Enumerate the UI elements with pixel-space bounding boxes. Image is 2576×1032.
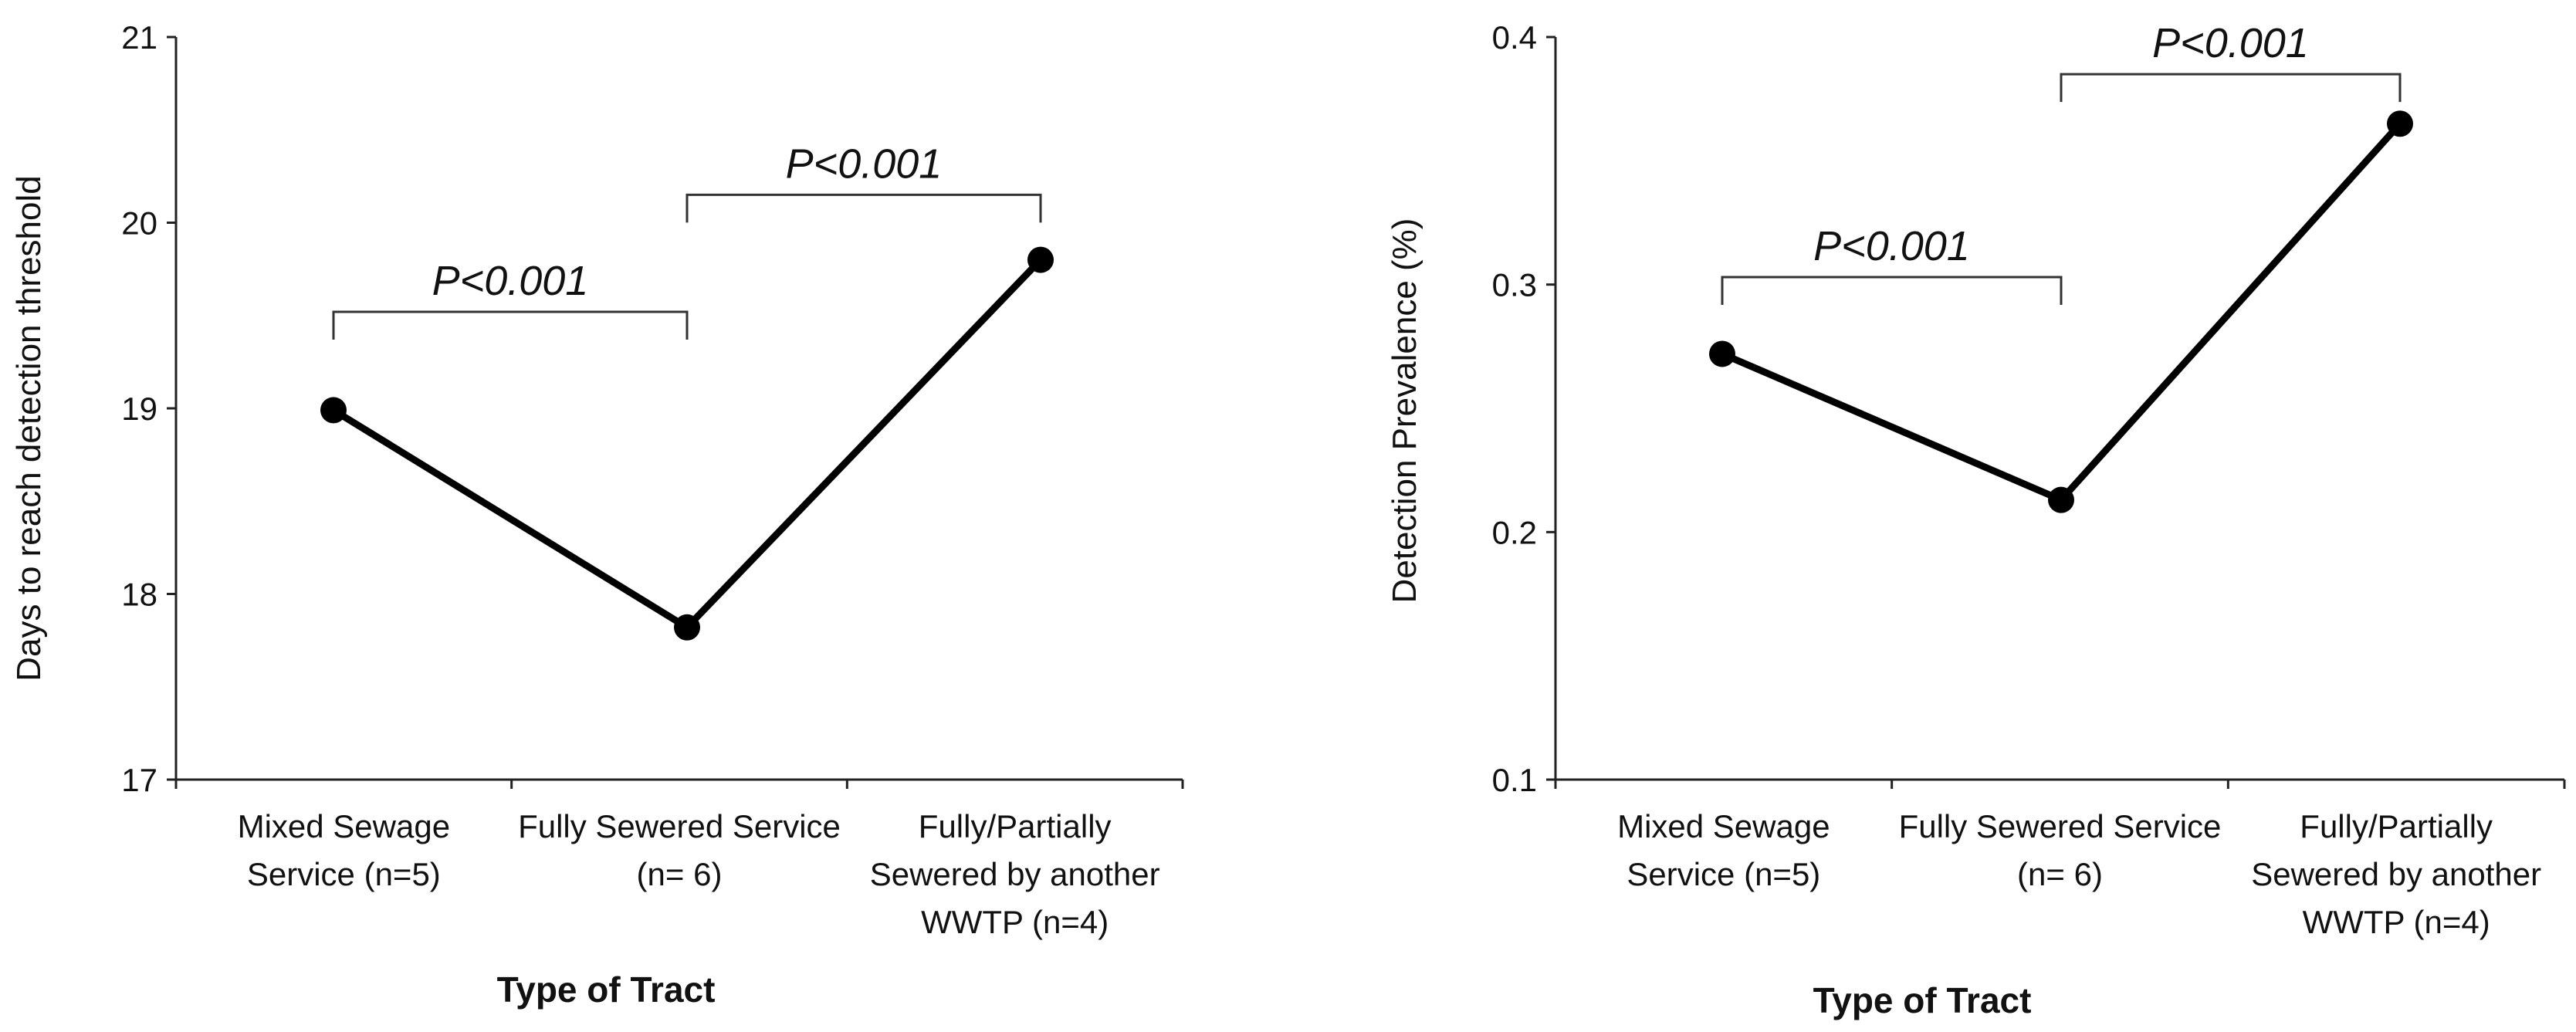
chart-days-category-label: Mixed Sewage Service (n=5) (238, 808, 450, 892)
chart-days-category-label-line: Mixed Sewage (238, 808, 450, 844)
chart-prevalence-p-value-label: P<0.001 (1813, 223, 1970, 269)
chart-days-category-label-line: Fully/Partially (919, 808, 1112, 844)
chart-prevalence-y-tick-label: 0.1 (1492, 762, 1537, 798)
chart-days-category-label-line: Service (n=5) (247, 856, 441, 892)
chart-days-category-label-line: Sewered by another (870, 856, 1160, 892)
chart-prevalence-y-title: Detection Prevalence (%) (1386, 218, 1423, 604)
chart-days-category-label-line: WWTP (n=4) (921, 904, 1109, 940)
chart-prevalence-category-label-line: Service (n=5) (1627, 856, 1820, 892)
chart-days-category-label-line: (n= 6) (637, 856, 723, 892)
chart-days-y-title: Days to reach detection threshold (10, 175, 48, 682)
chart-prevalence-x-title: Type of Tract (1813, 980, 2032, 1020)
chart-days-significance-bracket (685, 193, 1042, 223)
chart-days-data-point (674, 614, 700, 641)
chart-prevalence-category-label: Fully Sewered Service (n= 6) (1899, 808, 2222, 892)
chart-prevalence-data-point (2048, 486, 2074, 513)
chart-prevalence-category-label-line: Mixed Sewage (1617, 808, 1830, 844)
chart-days-y-tick-label: 18 (121, 577, 157, 613)
chart-prevalence-series-line (1718, 120, 2404, 504)
chart-days-y-tick-label: 20 (121, 205, 157, 242)
chart-days-y-tick-label: 17 (121, 762, 157, 798)
chart-prevalence-data-point (2387, 110, 2413, 137)
chart-days-data-point (1027, 246, 1054, 273)
chart-prevalence-y-tick-label: 0.2 (1492, 514, 1537, 550)
chart-days-p-value-label: P<0.001 (786, 140, 943, 187)
chart-days-y-tick-label: 19 (121, 391, 157, 427)
chart-prevalence-y-tick-label: 0.4 (1492, 19, 1537, 56)
chart-days-category-label: Fully/Partially Sewered by another WWTP (n… (870, 808, 1160, 940)
chart-prevalence-y-tick-label: 0.3 (1492, 267, 1537, 303)
chart-prevalence-category-label: Fully/Partially Sewered by another WWTP (n… (2251, 808, 2541, 940)
chart-prevalence: Detection Prevalence (%) Type of Tract 0… (1386, 19, 2566, 1020)
chart-prevalence-data-point (1709, 340, 1735, 367)
chart-prevalence-category-label-line: (n= 6) (2017, 856, 2103, 892)
chart-prevalence-significance-bracket (1721, 276, 2063, 306)
chart-prevalence-category-label: Mixed Sewage Service (n=5) (1617, 808, 1830, 892)
chart-prevalence-category-label-line: Sewered by another (2251, 856, 2541, 892)
chart-prevalence-category-label-line: WWTP (n=4) (2303, 904, 2490, 940)
chart-days-data-point (320, 397, 347, 424)
chart-days: Days to reach detection threshold Type o… (10, 19, 1184, 1010)
chart-days-category-label-line: Fully Sewered Service (518, 808, 841, 844)
chart-days-significance-bracket (332, 310, 689, 340)
chart-prevalence-p-value-label: P<0.001 (2152, 20, 2309, 66)
chart-prevalence-category-label-line: Fully/Partially (2300, 808, 2493, 844)
chart-prevalence-significance-bracket (2060, 73, 2402, 103)
chart-prevalence-category-label-line: Fully Sewered Service (1899, 808, 2222, 844)
chart-days-p-value-label: P<0.001 (432, 258, 589, 304)
chart-days-y-tick-label: 21 (121, 19, 157, 56)
chart-days-x-title: Type of Tract (497, 969, 716, 1010)
chart-days-category-label: Fully Sewered Service (n= 6) (518, 808, 841, 892)
